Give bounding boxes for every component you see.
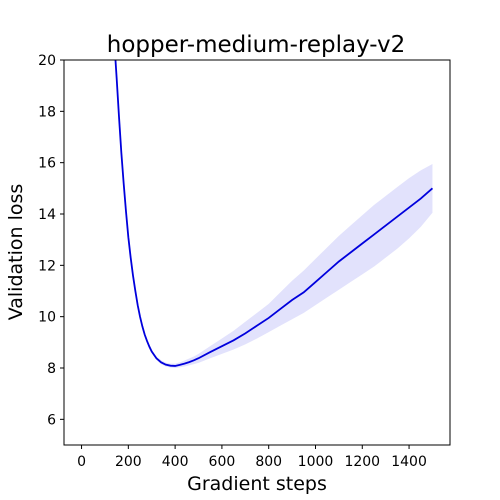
y-axis: 6 8 10 12 14 16 18 20 — [38, 53, 64, 428]
y-axis-label: Validation loss — [5, 184, 27, 321]
x-tick-label: 800 — [255, 454, 282, 470]
y-tick-label: 10 — [38, 310, 56, 326]
x-tick-label: 200 — [115, 454, 142, 470]
x-axis: 0 200 400 600 800 1000 1200 1400 — [77, 445, 427, 470]
x-tick-label: 1400 — [391, 454, 427, 470]
plot-area — [114, 60, 434, 368]
y-tick-label: 16 — [38, 156, 56, 172]
x-tick-label: 0 — [77, 454, 86, 470]
validation-loss-line — [114, 60, 434, 367]
plot-frame — [63, 59, 451, 446]
y-tick-label: 8 — [47, 361, 56, 377]
confidence-band — [115, 60, 433, 368]
x-tick-label: 400 — [162, 454, 189, 470]
x-tick-label: 600 — [209, 454, 236, 470]
x-axis-label: Gradient steps — [187, 473, 327, 495]
y-tick-label: 20 — [38, 53, 56, 69]
y-tick-label: 18 — [38, 104, 56, 120]
chart-title: hopper-medium-replay-v2 — [107, 32, 405, 58]
y-tick-label: 12 — [38, 258, 56, 274]
y-tick-label: 6 — [47, 412, 56, 428]
y-tick-label: 14 — [38, 207, 56, 223]
x-tick-label: 1200 — [344, 454, 380, 470]
x-tick-label: 1000 — [298, 454, 334, 470]
